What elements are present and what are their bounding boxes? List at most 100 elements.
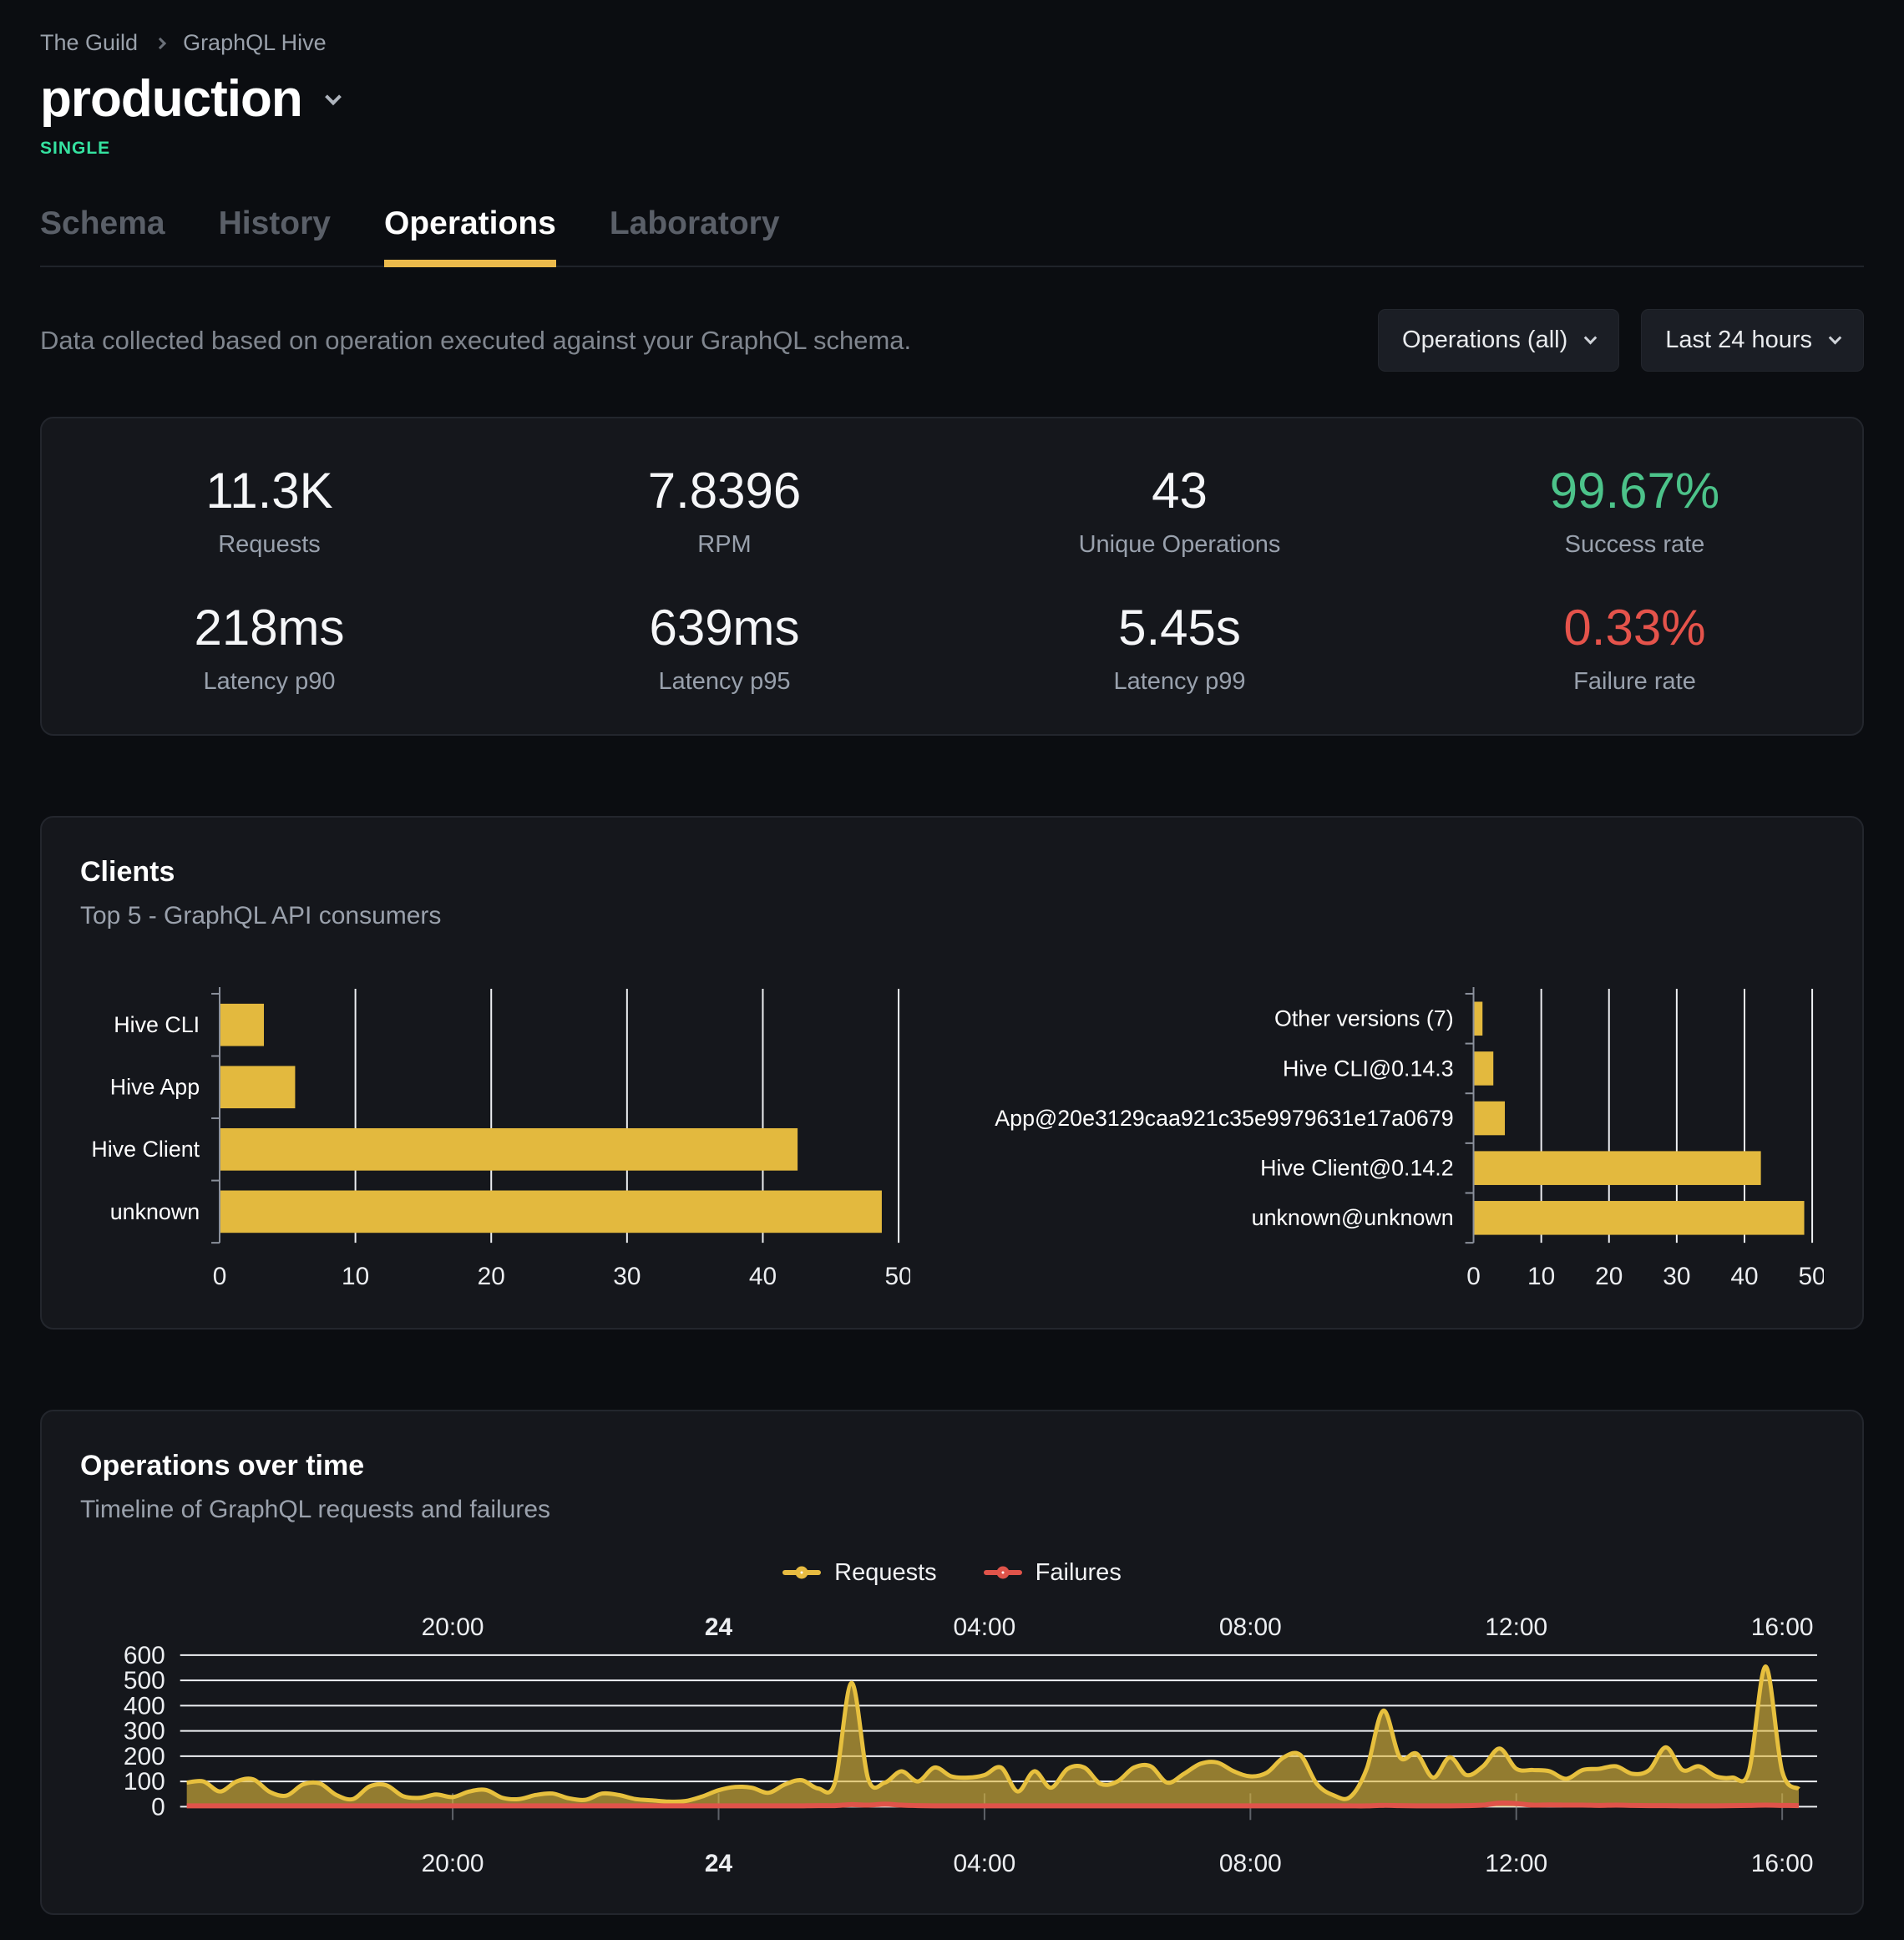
period-filter-value: Last 24 hours [1665, 327, 1812, 353]
breadcrumb-project[interactable]: GraphQL Hive [183, 30, 327, 55]
legend-failures[interactable]: Failures [983, 1558, 1122, 1587]
svg-text:12:00: 12:00 [1485, 1613, 1547, 1641]
filter-row: Data collected based on operation execut… [40, 309, 1864, 372]
svg-text:20: 20 [478, 1263, 505, 1290]
stat-latency-p95: 639ms Latency p95 [497, 599, 952, 696]
clients-by-name-bars: Hive CLI Hive App Hive Client unknown 0 10 20 3… [91, 986, 910, 1290]
svg-text:300: 300 [124, 1717, 165, 1745]
svg-text:04:00: 04:00 [953, 1613, 1015, 1641]
svg-text:20:00: 20:00 [422, 1850, 484, 1877]
svg-text:24: 24 [705, 1613, 733, 1641]
tab-operations[interactable]: Operations [383, 205, 556, 267]
svg-text:Hive App@20e3129caa921c35e9979: Hive App@20e3129caa921c35e9979631e17a067… [994, 1106, 1454, 1131]
svg-text:400: 400 [124, 1692, 165, 1720]
chevron-down-icon [1828, 331, 1842, 345]
clients-subtitle: Top 5 - GraphQL API consumers [80, 902, 442, 929]
page-description: Data collected based on operation execut… [40, 325, 912, 355]
period-filter-dropdown[interactable]: Last 24 hours [1641, 309, 1864, 372]
svg-text:10: 10 [342, 1263, 369, 1290]
stat-value: 639ms [649, 600, 800, 656]
svg-text:Hive App: Hive App [110, 1075, 200, 1100]
clients-card: Clients Top 5 - GraphQL API consumers Hi… [40, 816, 1864, 1330]
stat-label: Requests [218, 531, 321, 558]
target-selector-chevron-icon[interactable] [324, 88, 342, 105]
svg-text:30: 30 [1663, 1263, 1690, 1290]
failures-series-marker-icon [983, 1566, 1022, 1579]
chevron-down-icon [1583, 331, 1598, 345]
stat-value: 0.33% [1563, 600, 1706, 656]
stat-value: 218ms [194, 600, 345, 656]
svg-text:unknown: unknown [110, 1199, 200, 1224]
svg-text:0: 0 [213, 1263, 227, 1290]
breadcrumb-org[interactable]: The Guild [40, 30, 139, 55]
stat-label: Failure rate [1573, 668, 1696, 695]
stat-label: Latency p95 [658, 668, 791, 695]
clients-title: Clients [80, 856, 175, 888]
stat-unique-operations: 43 Unique Operations [952, 462, 1407, 559]
stat-value: 43 [1152, 463, 1208, 519]
tab-schema[interactable]: Schema [40, 205, 165, 241]
stat-value: 5.45s [1118, 600, 1241, 656]
stat-value: 7.8396 [647, 463, 802, 519]
page-title: production [40, 70, 303, 128]
svg-text:Hive Client: Hive Client [91, 1137, 200, 1162]
svg-text:50: 50 [885, 1263, 910, 1290]
status-badge: SINGLE [40, 139, 111, 158]
stats-overview-card: 11.3K Requests 7.8396 RPM 43 Unique Oper… [40, 417, 1864, 736]
operations-over-time-title: Operations over time [80, 1449, 365, 1482]
svg-text:12:00: 12:00 [1485, 1850, 1547, 1877]
svg-text:08:00: 08:00 [1219, 1850, 1282, 1877]
timeline-chart: 0 100 200 300 400 500 600 20:00 20:00 24 24 04:00 04… [80, 1612, 1824, 1880]
svg-text:200: 200 [124, 1743, 165, 1770]
svg-text:500: 500 [124, 1667, 165, 1694]
clients-by-version-chart: Other versions (7) Hive CLI@0.14.3 Hive Ap… [994, 985, 1824, 1294]
breadcrumb: The Guild GraphQL Hive [40, 30, 1864, 56]
svg-text:40: 40 [749, 1263, 777, 1290]
svg-text:0: 0 [1466, 1263, 1481, 1290]
operations-filter-value: Operations (all) [1402, 327, 1568, 353]
svg-text:40: 40 [1730, 1263, 1758, 1290]
svg-text:20:00: 20:00 [422, 1613, 484, 1641]
stat-latency-p99: 5.45s Latency p99 [952, 599, 1407, 696]
svg-text:Hive Client@0.14.2: Hive Client@0.14.2 [1260, 1156, 1454, 1181]
svg-text:600: 600 [124, 1642, 165, 1669]
stat-label: Success rate [1564, 531, 1705, 558]
svg-text:10: 10 [1527, 1263, 1555, 1290]
operations-over-time-subtitle: Timeline of GraphQL requests and failure… [80, 1495, 551, 1523]
legend-label: Failures [1035, 1558, 1122, 1586]
operations-filter-dropdown[interactable]: Operations (all) [1378, 309, 1620, 372]
clients-by-version-bars: Other versions (7) Hive CLI@0.14.3 Hive Ap… [994, 986, 1824, 1290]
stat-rpm: 7.8396 RPM [497, 462, 952, 559]
tab-history[interactable]: History [218, 205, 331, 241]
legend-requests[interactable]: Requests [782, 1559, 937, 1587]
svg-text:16:00: 16:00 [1751, 1613, 1814, 1641]
stat-success-rate: 99.67% Success rate [1407, 462, 1862, 559]
svg-text:100: 100 [124, 1768, 165, 1796]
stat-latency-p90: 218ms Latency p90 [42, 599, 497, 696]
svg-text:16:00: 16:00 [1751, 1850, 1814, 1877]
svg-text:unknown@unknown: unknown@unknown [1252, 1205, 1454, 1230]
svg-text:0: 0 [151, 1793, 165, 1821]
tab-laboratory[interactable]: Laboratory [609, 205, 780, 241]
svg-text:08:00: 08:00 [1219, 1613, 1282, 1641]
breadcrumb-separator-icon [154, 37, 167, 49]
stat-value: 11.3K [205, 463, 333, 519]
svg-text:Hive CLI: Hive CLI [114, 1012, 200, 1037]
stat-label: Latency p99 [1113, 668, 1246, 695]
legend-label: Requests [834, 1558, 937, 1586]
operations-over-time-card: Operations over time Timeline of GraphQL… [40, 1409, 1864, 1915]
stat-failure-rate: 0.33% Failure rate [1407, 599, 1862, 696]
svg-text:Other versions (7): Other versions (7) [1274, 1006, 1454, 1031]
svg-text:04:00: 04:00 [953, 1850, 1015, 1877]
tab-bar: Schema History Operations Laboratory [40, 205, 1864, 267]
svg-text:50: 50 [1799, 1263, 1824, 1290]
svg-text:30: 30 [613, 1263, 641, 1290]
stat-requests: 11.3K Requests [42, 462, 497, 559]
page-header: The Guild GraphQL Hive production SINGLE… [40, 30, 1864, 267]
stat-label: Unique Operations [1078, 531, 1281, 558]
stat-label: Latency p90 [203, 668, 336, 695]
clients-by-name-chart: Hive CLI Hive App Hive Client unknown 0 10 20 3… [80, 985, 910, 1294]
svg-text:24: 24 [705, 1850, 733, 1877]
stat-value: 99.67% [1549, 463, 1720, 519]
